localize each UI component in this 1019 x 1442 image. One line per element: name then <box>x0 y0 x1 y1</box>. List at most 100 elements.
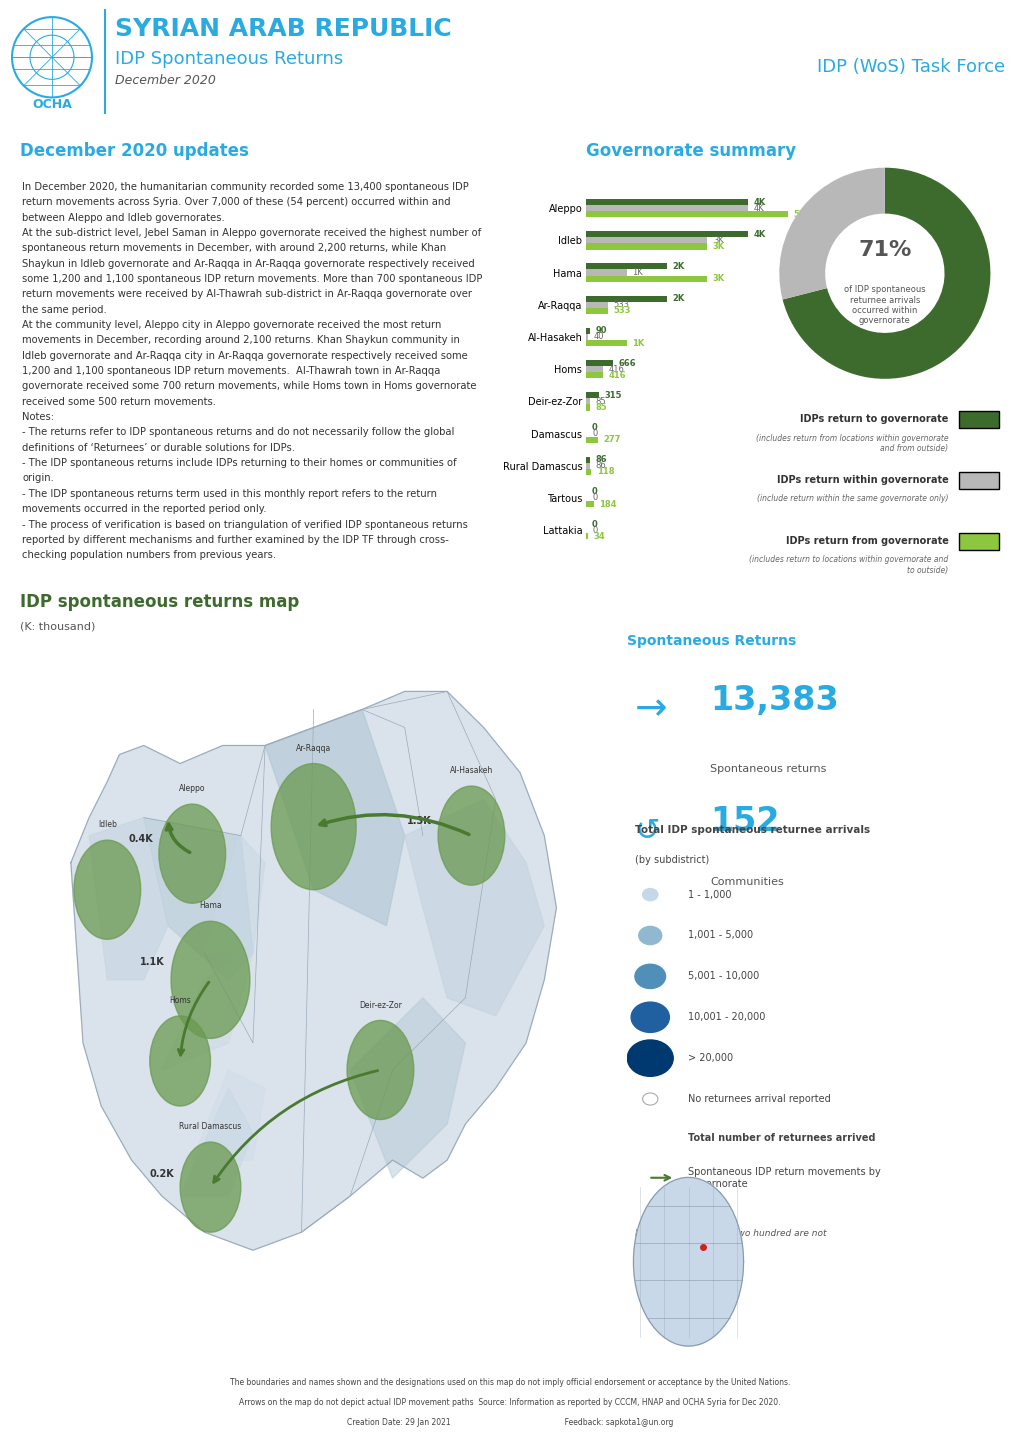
Text: Deir-ez-Zor: Deir-ez-Zor <box>359 1001 401 1009</box>
Text: return movements were received by Al-Thawrah sub-district in Ar-Raqqa governorat: return movements were received by Al-Tha… <box>22 290 472 300</box>
Bar <box>586 264 666 270</box>
Text: 10,001 - 20,000: 10,001 - 20,000 <box>688 1012 765 1022</box>
Text: 0.4K: 0.4K <box>128 833 153 844</box>
Text: 3K: 3K <box>712 242 725 251</box>
Text: - The returns refer to IDP spontaneous returns and do not necessarily follow the: - The returns refer to IDP spontaneous r… <box>22 427 454 437</box>
Bar <box>586 301 607 307</box>
Text: 2K: 2K <box>672 262 684 271</box>
Text: 1K: 1K <box>632 339 644 348</box>
Circle shape <box>437 786 504 885</box>
Text: 86: 86 <box>595 456 606 464</box>
Text: (K: thousand): (K: thousand) <box>20 622 96 632</box>
Circle shape <box>171 921 250 1038</box>
Bar <box>586 199 747 205</box>
Text: ↺: ↺ <box>634 816 659 846</box>
FancyBboxPatch shape <box>958 473 999 489</box>
Text: December 2020 updates: December 2020 updates <box>20 143 249 160</box>
Text: Ar-Raqqa: Ar-Raqqa <box>296 744 331 753</box>
Text: the same period.: the same period. <box>22 304 107 314</box>
Circle shape <box>638 926 661 945</box>
Text: 0: 0 <box>591 519 597 529</box>
Text: some 1,200 and 1,100 spontaneous IDP return movements. More than 700 spontaneous: some 1,200 and 1,100 spontaneous IDP ret… <box>22 274 482 284</box>
Text: Spontaneous IDP return movements by
governorate: Spontaneous IDP return movements by gove… <box>688 1167 880 1188</box>
Text: 416: 416 <box>608 365 624 373</box>
Bar <box>586 205 747 211</box>
Text: Shaykun in Idleb governorate and Ar-Raqqa in Ar-Raqqa governorate respectively r: Shaykun in Idleb governorate and Ar-Raqq… <box>22 258 475 268</box>
Polygon shape <box>89 818 168 981</box>
Bar <box>586 335 588 340</box>
Circle shape <box>159 805 225 903</box>
Text: - The process of verification is based on triangulation of verified IDP spontane: - The process of verification is based o… <box>22 519 468 529</box>
Circle shape <box>627 1040 673 1076</box>
Circle shape <box>633 1177 743 1347</box>
Text: origin.: origin. <box>22 473 54 483</box>
Text: 1.1K: 1.1K <box>140 957 165 968</box>
Text: 533: 533 <box>612 306 631 316</box>
Text: Idleb governorate and Ar-Raqqa city in Ar-Raqqa governorate respectively receive: Idleb governorate and Ar-Raqqa city in A… <box>22 350 468 360</box>
Text: - The IDP spontaneous returns include IDPs returning to their homes or communiti: - The IDP spontaneous returns include ID… <box>22 459 457 469</box>
Text: Idleb: Idleb <box>98 820 116 829</box>
Circle shape <box>640 1131 659 1146</box>
Text: 40: 40 <box>593 333 603 342</box>
Text: 86: 86 <box>595 461 605 470</box>
Bar <box>586 238 706 244</box>
Text: Spontaneous returns: Spontaneous returns <box>709 764 825 774</box>
Text: Total number of returnees arrived: Total number of returnees arrived <box>688 1133 875 1144</box>
Text: IDPs return from governorate: IDPs return from governorate <box>785 536 948 547</box>
FancyBboxPatch shape <box>958 534 999 549</box>
Circle shape <box>150 1015 210 1106</box>
Bar <box>586 307 607 314</box>
Text: IDP Spontaneous Returns: IDP Spontaneous Returns <box>115 50 343 68</box>
Text: 85: 85 <box>595 397 605 405</box>
Text: At the sub-district level, Jebel Saman in Aleppo governorate received the highes: At the sub-district level, Jebel Saman i… <box>22 228 481 238</box>
Text: →: → <box>634 691 666 728</box>
Circle shape <box>271 764 356 890</box>
Polygon shape <box>180 1087 253 1195</box>
Polygon shape <box>71 691 556 1250</box>
Text: IDP (WoS) Task Force: IDP (WoS) Task Force <box>816 58 1004 76</box>
Circle shape <box>635 965 665 989</box>
Circle shape <box>642 1093 657 1105</box>
Text: 184: 184 <box>599 499 616 509</box>
Polygon shape <box>192 1070 265 1159</box>
Text: > 20,000: > 20,000 <box>688 1053 733 1063</box>
Text: Arrows on the map do not depict actual IDP movement paths  Source: Information a: Arrows on the map do not depict actual I… <box>239 1397 780 1407</box>
Text: December 2020: December 2020 <box>115 75 216 88</box>
Bar <box>586 398 589 404</box>
Bar <box>586 404 589 411</box>
Circle shape <box>73 841 141 939</box>
Bar <box>586 534 587 539</box>
Text: Hama: Hama <box>199 901 221 910</box>
Bar <box>586 366 602 372</box>
Text: (by subdistrict): (by subdistrict) <box>634 855 708 865</box>
Text: Movements less than two hundred are not
reflected on the map.: Movements less than two hundred are not … <box>634 1229 825 1247</box>
Text: movements occurred in the reported period only.: movements occurred in the reported perio… <box>22 505 267 515</box>
Bar <box>586 372 602 378</box>
Circle shape <box>346 1021 414 1119</box>
Polygon shape <box>350 998 465 1178</box>
Text: 2K: 2K <box>672 294 684 303</box>
Text: 4K: 4K <box>752 203 763 212</box>
Text: 1 - 1,000: 1 - 1,000 <box>688 890 732 900</box>
Text: IDPs return within governorate: IDPs return within governorate <box>775 476 948 486</box>
Text: reported by different mechanisms and further examined by the IDP TF through cros: reported by different mechanisms and fur… <box>22 535 449 545</box>
Text: Creation Date: 29 Jan 2021                                                Feedba: Creation Date: 29 Jan 2021 Feedba <box>346 1417 673 1426</box>
Text: At the community level, Aleppo city in Aleppo governorate received the most retu: At the community level, Aleppo city in A… <box>22 320 441 330</box>
Text: OCHA: OCHA <box>32 98 71 111</box>
Text: In December 2020, the humanitarian community recorded some 13,400 spontaneous ID: In December 2020, the humanitarian commu… <box>22 182 469 192</box>
FancyBboxPatch shape <box>958 411 999 428</box>
Bar <box>586 270 626 275</box>
Text: checking population numbers from previous years.: checking population numbers from previou… <box>22 551 276 559</box>
Text: Aleppo: Aleppo <box>179 784 205 793</box>
Bar <box>586 360 612 366</box>
Text: received some 500 return movements.: received some 500 return movements. <box>22 397 216 407</box>
Circle shape <box>631 1002 668 1032</box>
Text: 0: 0 <box>591 430 597 438</box>
Text: return movements across Syria. Over 7,000 of these (54 percent) occurred within : return movements across Syria. Over 7,00… <box>22 198 450 208</box>
Text: spontaneous return movements in December, with around 2,200 returns, while Khan: spontaneous return movements in December… <box>22 244 446 254</box>
Text: 152: 152 <box>709 806 780 838</box>
Text: 0: 0 <box>591 423 597 433</box>
Text: (includes return from locations within governorate
and from outside): (includes return from locations within g… <box>755 434 948 453</box>
Circle shape <box>180 1142 240 1231</box>
Text: Spontaneous Returns: Spontaneous Returns <box>627 634 796 649</box>
